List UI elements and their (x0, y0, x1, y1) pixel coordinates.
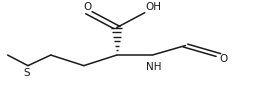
Text: OH: OH (146, 2, 162, 12)
Text: O: O (84, 2, 92, 12)
Text: O: O (220, 54, 228, 64)
Text: NH: NH (146, 62, 162, 72)
Text: S: S (23, 68, 30, 78)
